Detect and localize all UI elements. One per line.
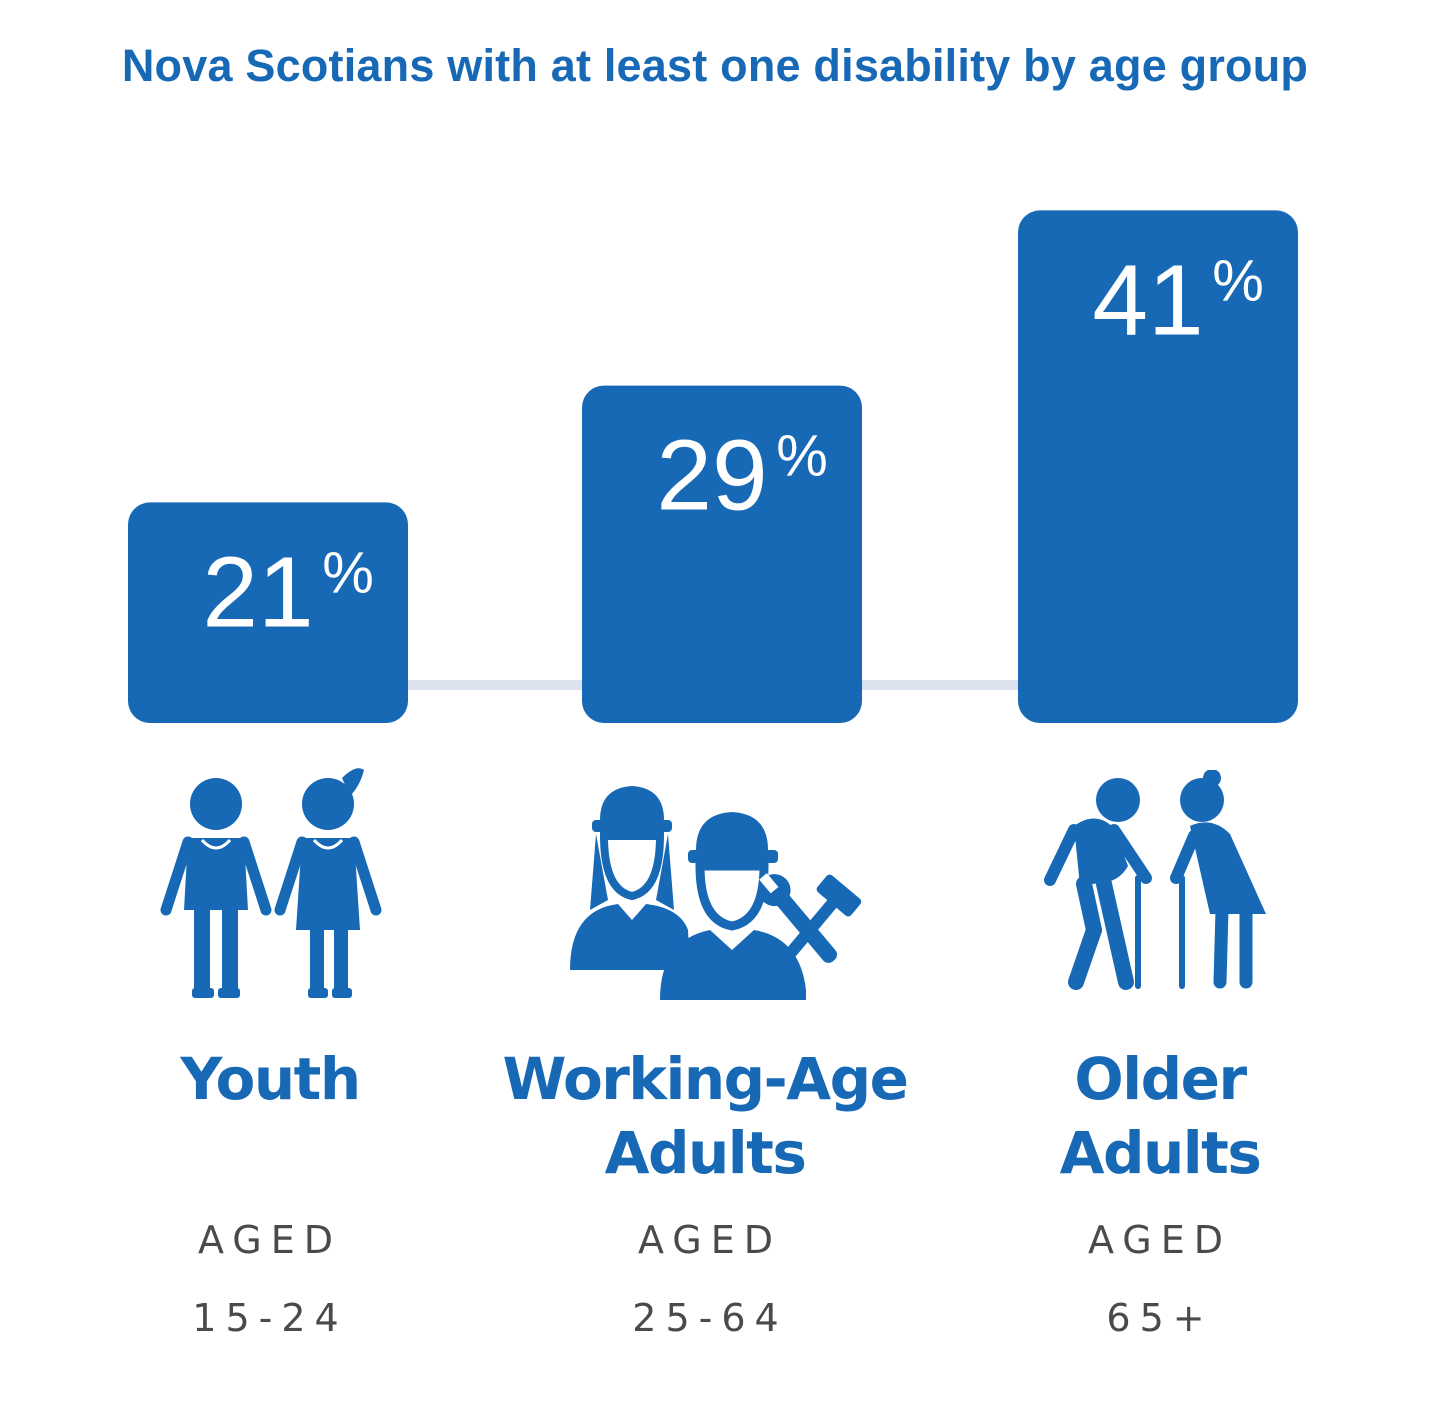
- group-label-line1: Youth: [180, 1045, 361, 1113]
- group-label-working-age-adults: Working-Age Adults: [470, 1042, 940, 1190]
- seniors-cane-icon: [1044, 770, 1266, 990]
- age-range: 65+: [1106, 1296, 1214, 1340]
- group-label-line1: Older: [1074, 1045, 1247, 1113]
- aged-block-working-age: AGED 25-64: [530, 1220, 890, 1338]
- aged-word: AGED: [1087, 1218, 1233, 1262]
- group-label-line1: Working-Age: [502, 1045, 909, 1113]
- group-label-line2: Adults: [604, 1119, 807, 1187]
- aged-block-youth: AGED 15-24: [90, 1220, 450, 1338]
- aged-word: AGED: [197, 1218, 343, 1262]
- bar-2: [1018, 210, 1298, 723]
- age-range: 25-64: [632, 1296, 788, 1340]
- group-label-youth: Youth: [90, 1042, 450, 1116]
- chart-title: Nova Scotians with at least one disabili…: [121, 40, 1309, 91]
- bar-unit-label: %: [1212, 248, 1264, 313]
- workers-hardhat-icon: [570, 786, 862, 1000]
- group-label-older-adults: Older Adults: [980, 1042, 1340, 1190]
- bar-unit-label: %: [322, 540, 374, 605]
- aged-word: AGED: [637, 1218, 783, 1262]
- bar-value-label: 41: [1092, 244, 1203, 356]
- group-label-line2: Adults: [1059, 1119, 1262, 1187]
- bar-1: [582, 385, 862, 723]
- bars-layer: 21 %29 %41%: [128, 210, 1298, 723]
- youth-pair-icon: [160, 768, 382, 998]
- bar-0: [128, 502, 408, 723]
- aged-block-older: AGED 65+: [980, 1220, 1340, 1338]
- bar-unit-label: %: [776, 424, 828, 489]
- bar-value-label: 21: [202, 536, 313, 648]
- bar-value-label: 29: [656, 420, 767, 532]
- age-range: 15-24: [192, 1296, 348, 1340]
